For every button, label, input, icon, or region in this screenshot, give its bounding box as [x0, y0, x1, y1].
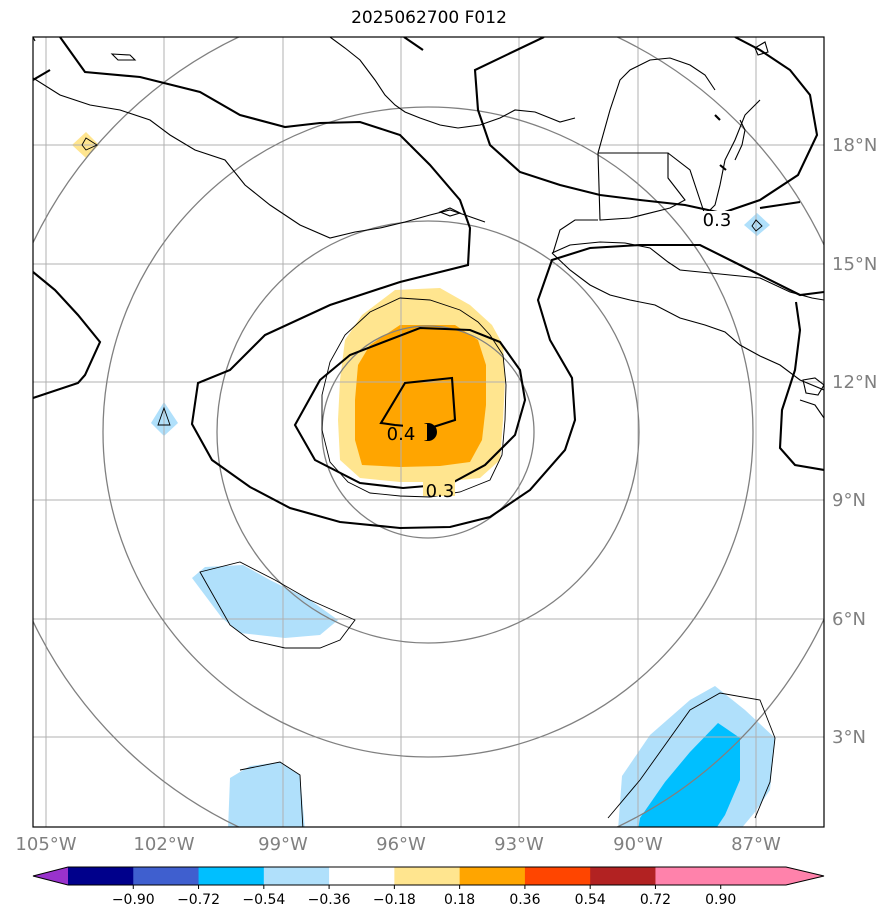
- graticule: [33, 37, 824, 827]
- colorbar-segment: [68, 867, 134, 885]
- lon-label: 105°W: [15, 834, 76, 855]
- map-title: 2025062700 F012: [351, 8, 507, 28]
- contour-label: 0.4: [387, 424, 416, 445]
- positive-shading-strong: [355, 325, 486, 467]
- colorbar-segment: [524, 867, 591, 885]
- lon-label: 93°W: [494, 834, 544, 855]
- lon-label: 102°W: [133, 834, 194, 855]
- colorbar-tick-label: −0.54: [242, 892, 285, 908]
- lat-label: 15°N: [832, 254, 877, 275]
- lat-label: 12°N: [832, 372, 877, 393]
- colorbar-tick-label: 0.54: [575, 892, 606, 908]
- colorbar-tick-label: 0.90: [705, 892, 736, 908]
- colorbar-tick-label: −0.72: [177, 892, 220, 908]
- negative-shading-west: [192, 565, 338, 638]
- latitude-labels: 18°N 15°N 12°N 9°N 6°N 3°N: [832, 135, 877, 748]
- colorbar: −0.90 −0.72 −0.54 −0.36 −0.18 0.18 0.36 0.54 0.7…: [32, 866, 825, 908]
- colorbar-segment: [720, 867, 787, 885]
- lon-label: 96°W: [376, 834, 426, 855]
- colorbar-segment: [655, 867, 722, 885]
- negative-shading-southwest: [228, 762, 305, 827]
- colorbar-segment: [394, 867, 461, 885]
- colorbar-extend-min: [33, 867, 68, 885]
- colorbar-segment: [329, 867, 395, 885]
- lat-label: 9°N: [832, 490, 866, 511]
- colorbar-tick-label: 0.18: [444, 892, 475, 908]
- lat-label: 6°N: [832, 609, 866, 630]
- colorbar-segment: [263, 867, 330, 885]
- coastlines: [33, 37, 824, 419]
- colorbar-extend-max: [786, 867, 824, 885]
- lon-label: 87°W: [731, 834, 781, 855]
- colorbar-outline: [32, 866, 825, 886]
- colorbar-segment: [133, 867, 200, 885]
- colorbar-segment: [590, 867, 656, 885]
- negative-shading-small-east: [744, 213, 770, 236]
- contour-label: 0.3: [426, 481, 455, 502]
- colorbar-segment: [198, 867, 265, 885]
- map-frame: [32, 36, 825, 828]
- colorbar-tick-label: −0.36: [308, 892, 351, 908]
- colorbar-tick-label: 0.72: [640, 892, 671, 908]
- colorbar-segment: [459, 867, 526, 885]
- lat-label: 18°N: [832, 135, 877, 156]
- colorbar-tick-label: −0.90: [112, 892, 155, 908]
- longitude-labels: 105°W 102°W 99°W 96°W 93°W 90°W 87°W: [15, 834, 781, 855]
- lon-label: 90°W: [613, 834, 663, 855]
- colorbar-tick-label: 0.36: [509, 892, 540, 908]
- colorbar-tick-label: −0.18: [373, 892, 416, 908]
- lon-label: 99°W: [258, 834, 308, 855]
- range-rings: [33, 37, 824, 827]
- thick-contours: [33, 37, 824, 530]
- lat-label: 3°N: [832, 727, 866, 748]
- contour-label: 0.3: [703, 210, 732, 231]
